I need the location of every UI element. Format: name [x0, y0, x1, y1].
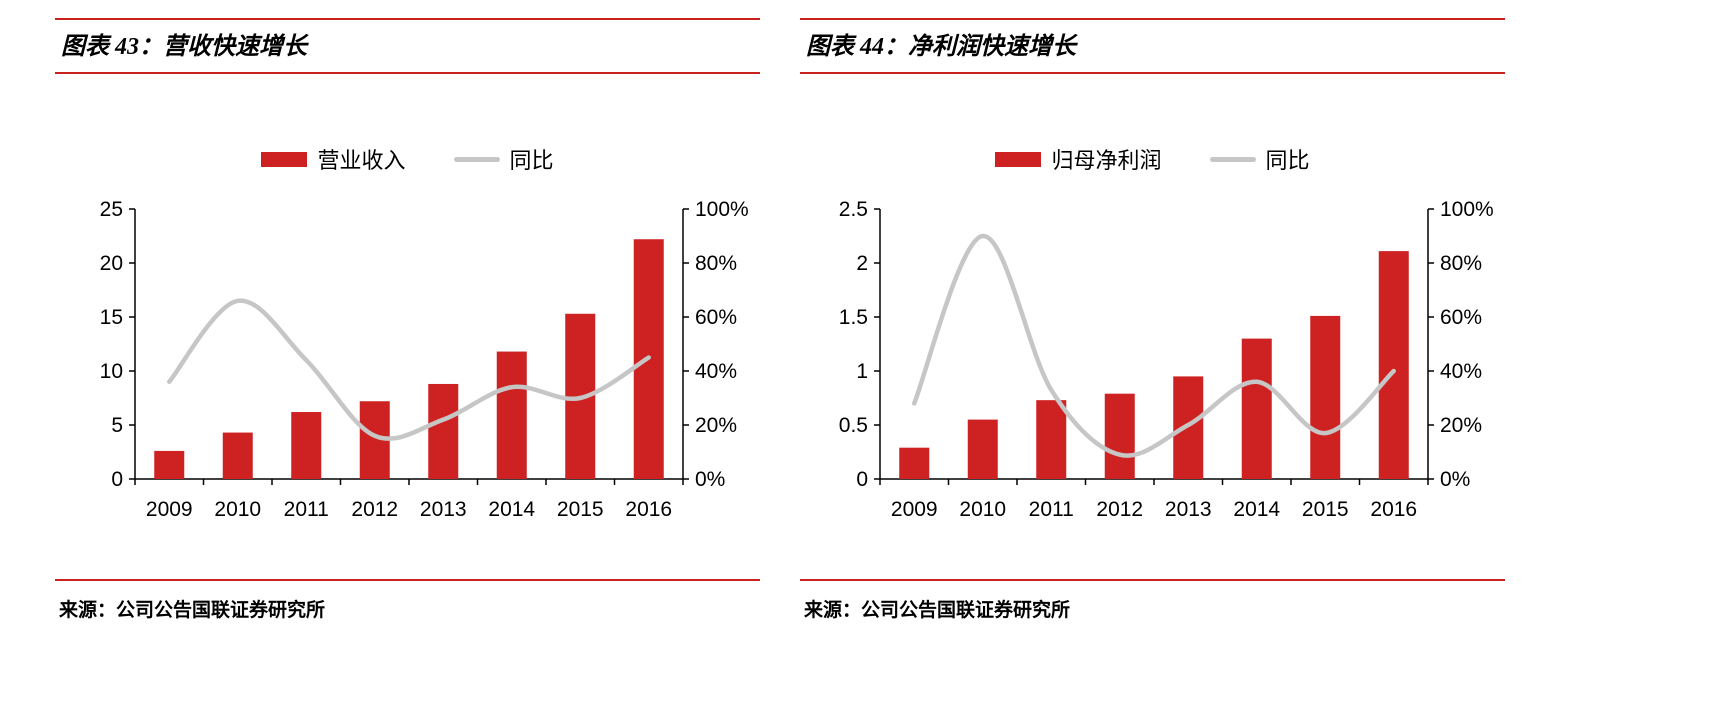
- title-rule: [55, 72, 760, 74]
- svg-text:80%: 80%: [695, 252, 737, 275]
- svg-text:10: 10: [100, 360, 123, 383]
- svg-text:2013: 2013: [420, 498, 467, 521]
- svg-text:20%: 20%: [695, 414, 737, 437]
- svg-text:2010: 2010: [214, 498, 261, 521]
- svg-text:40%: 40%: [1440, 360, 1482, 383]
- svg-text:0%: 0%: [695, 468, 725, 491]
- svg-text:100%: 100%: [695, 198, 749, 221]
- svg-text:5: 5: [111, 414, 123, 437]
- chart-title: 图表 43：营收快速增长: [61, 34, 307, 60]
- svg-text:60%: 60%: [695, 306, 737, 329]
- svg-text:60%: 60%: [1440, 306, 1482, 329]
- svg-text:80%: 80%: [1440, 252, 1482, 275]
- chart-panel-revenue: 图表 43：营收快速增长 营业收入 同比 0 5 10 15 20 25 0% 20% 40% 6…: [55, 18, 760, 622]
- svg-text:2011: 2011: [284, 498, 329, 521]
- svg-text:2014: 2014: [1233, 498, 1280, 521]
- title-rule: [800, 72, 1505, 74]
- svg-text:2012: 2012: [351, 498, 398, 521]
- bar-line-chart: 0 0.5 1 1.5 2 2.5 0% 20% 40% 60% 80% 100% 2009 2010 20…: [839, 198, 1494, 521]
- chart-legend: 营业收入 同比: [55, 144, 760, 174]
- svg-text:2009: 2009: [891, 498, 938, 521]
- svg-text:15: 15: [100, 306, 123, 329]
- bar-series-label: 归母净利润: [1051, 148, 1162, 173]
- svg-text:100%: 100%: [1440, 198, 1494, 221]
- chart-legend: 归母净利润 同比: [800, 144, 1505, 174]
- svg-text:2013: 2013: [1165, 498, 1212, 521]
- bar-series-label: 营业收入: [317, 148, 406, 173]
- svg-text:2015: 2015: [1302, 498, 1349, 521]
- svg-text:2014: 2014: [488, 498, 535, 521]
- top-rule: [55, 18, 760, 20]
- svg-text:0: 0: [111, 468, 123, 491]
- svg-text:2: 2: [856, 252, 868, 275]
- line-series-swatch: [453, 156, 500, 162]
- legend-item-line: 同比: [1209, 143, 1310, 175]
- svg-text:20: 20: [100, 252, 123, 275]
- bottom-rule: [55, 579, 760, 581]
- svg-text:1: 1: [856, 360, 868, 383]
- line-series-label: 同比: [1265, 148, 1310, 173]
- source-note: 来源：公司公告国联证券研究所: [59, 600, 326, 621]
- svg-text:0.5: 0.5: [839, 414, 868, 437]
- top-rule: [800, 18, 1505, 20]
- svg-text:2016: 2016: [1370, 498, 1417, 521]
- svg-text:0%: 0%: [1440, 468, 1470, 491]
- svg-text:25: 25: [100, 198, 123, 221]
- svg-text:2015: 2015: [557, 498, 604, 521]
- line-series-label: 同比: [509, 148, 554, 173]
- source-note: 来源：公司公告国联证券研究所: [804, 600, 1071, 621]
- bottom-rule: [800, 579, 1505, 581]
- svg-text:20%: 20%: [1440, 414, 1482, 437]
- bar-line-chart: 0 5 10 15 20 25 0% 20% 40% 60% 80% 100% 2009 2010 2011…: [100, 198, 749, 521]
- svg-text:2016: 2016: [625, 498, 672, 521]
- bar-series-swatch: [261, 151, 308, 167]
- svg-text:0: 0: [856, 468, 868, 491]
- svg-text:2010: 2010: [959, 498, 1006, 521]
- bar-series-swatch: [995, 151, 1042, 167]
- legend-item-bar: 营业收入: [261, 143, 406, 175]
- svg-text:2.5: 2.5: [839, 198, 868, 221]
- svg-text:2009: 2009: [146, 498, 193, 521]
- svg-text:40%: 40%: [695, 360, 737, 383]
- chart-title: 图表 44：净利润快速增长: [806, 34, 1076, 60]
- svg-text:2012: 2012: [1096, 498, 1143, 521]
- legend-item-bar: 归母净利润: [995, 143, 1162, 175]
- line-series-swatch: [1209, 156, 1256, 162]
- chart-panel-net-profit: 图表 44：净利润快速增长 归母净利润 同比 0 0.5 1 1.5 2 2.5 0% 20%…: [800, 18, 1505, 622]
- svg-text:2011: 2011: [1029, 498, 1074, 521]
- legend-item-line: 同比: [453, 143, 554, 175]
- svg-text:1.5: 1.5: [839, 306, 868, 329]
